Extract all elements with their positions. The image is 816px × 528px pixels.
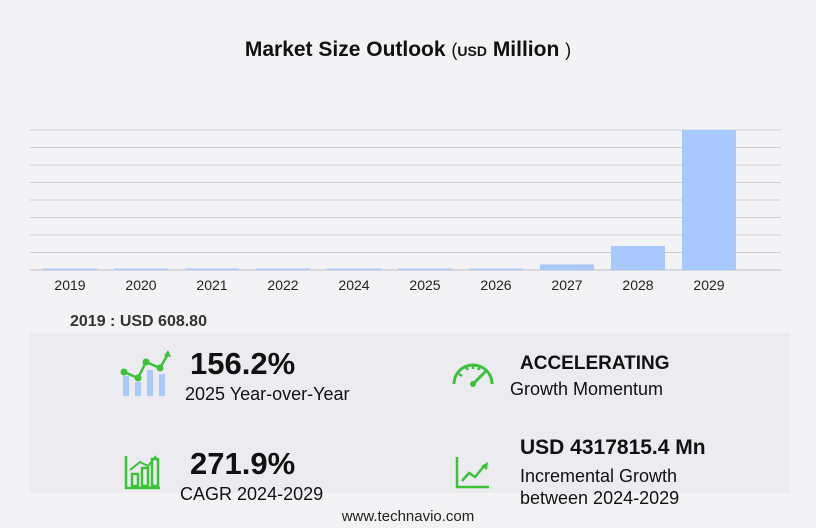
title-text: Market Size Outlook (244, 38, 446, 61)
bar-chart: 2019 2020 2021 2022 2024 2025 2026 2027 2028 2029 (30, 129, 781, 293)
footer-url[interactable]: www.technavio.com (341, 508, 475, 525)
bar-chart-icon (124, 455, 160, 490)
cagr-period: 2024-2029 (237, 484, 324, 504)
yoy-value: 156.2% (190, 346, 296, 381)
x-tick-label: 2019 (54, 277, 85, 293)
x-tick-label: 2028 (622, 277, 653, 293)
unit-close: ) (565, 40, 572, 60)
cagr-label-text: CAGR (180, 484, 233, 504)
chart-title: Market Size Outlook (USD Million ) (0, 38, 816, 62)
bar-2025 (398, 268, 452, 270)
momentum-label: Growth Momentum (510, 379, 664, 399)
bar-2022 (256, 268, 310, 270)
x-tick-label: 2024 (338, 277, 369, 293)
bar-2021 (185, 268, 239, 270)
bar-2019 (43, 268, 97, 270)
bar-2027 (540, 264, 594, 270)
momentum-value: ACCELERATING (520, 353, 670, 374)
stats-panel (30, 333, 790, 493)
x-tick-label: 2029 (693, 277, 724, 293)
bar-2024 (327, 268, 381, 270)
incremental-label-1: Incremental Growth (520, 466, 678, 486)
x-tick-label: 2026 (480, 277, 511, 293)
unit-open: ( (451, 40, 458, 60)
x-tick-label: 2027 (551, 277, 582, 293)
bar-2026 (469, 268, 523, 270)
bar-2020 (114, 268, 168, 270)
x-tick-label: 2021 (196, 277, 227, 293)
x-tick-label: 2022 (267, 277, 298, 293)
growth-bars-icon (120, 350, 171, 396)
base-year-label: 2019 : USD 608.80 (70, 313, 207, 330)
unit-scale: Million (492, 38, 560, 61)
x-tick-label: 2025 (409, 277, 440, 293)
bar-2028 (611, 246, 665, 270)
incremental-label-2: between 2024-2029 (520, 488, 680, 508)
bar-2029 (682, 130, 736, 270)
trend-line-icon (455, 457, 489, 489)
cagr-label: CAGR 2024-2029 (180, 484, 323, 505)
yoy-label: 2025 Year-over-Year (185, 384, 350, 404)
cagr-value: 271.9% (190, 446, 296, 481)
x-tick-label: 2020 (125, 277, 156, 293)
speedometer-icon (452, 363, 494, 387)
unit-currency: USD (457, 43, 487, 59)
incremental-value: USD 4317815.4 Mn (520, 436, 706, 459)
